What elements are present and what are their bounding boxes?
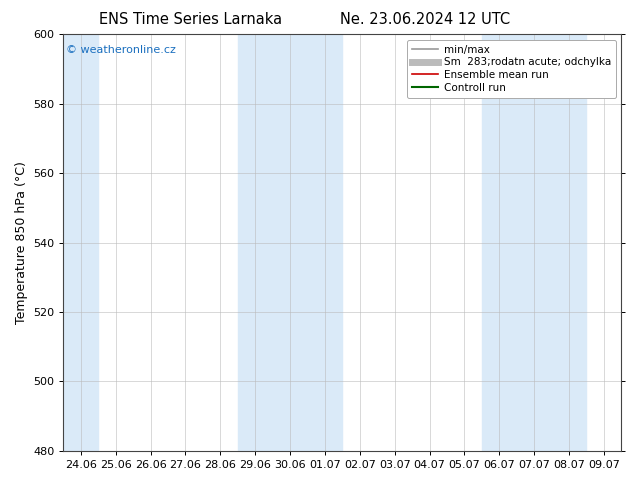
Bar bbox=[238, 34, 342, 451]
Bar bbox=[482, 34, 586, 451]
Bar bbox=[63, 34, 98, 451]
Text: © weatheronline.cz: © weatheronline.cz bbox=[66, 45, 176, 55]
Text: Ne. 23.06.2024 12 UTC: Ne. 23.06.2024 12 UTC bbox=[340, 12, 510, 27]
Y-axis label: Temperature 850 hPa (°C): Temperature 850 hPa (°C) bbox=[15, 161, 27, 324]
Text: ENS Time Series Larnaka: ENS Time Series Larnaka bbox=[99, 12, 281, 27]
Legend: min/max, Sm  283;rodatn acute; odchylka, Ensemble mean run, Controll run: min/max, Sm 283;rodatn acute; odchylka, … bbox=[407, 40, 616, 98]
